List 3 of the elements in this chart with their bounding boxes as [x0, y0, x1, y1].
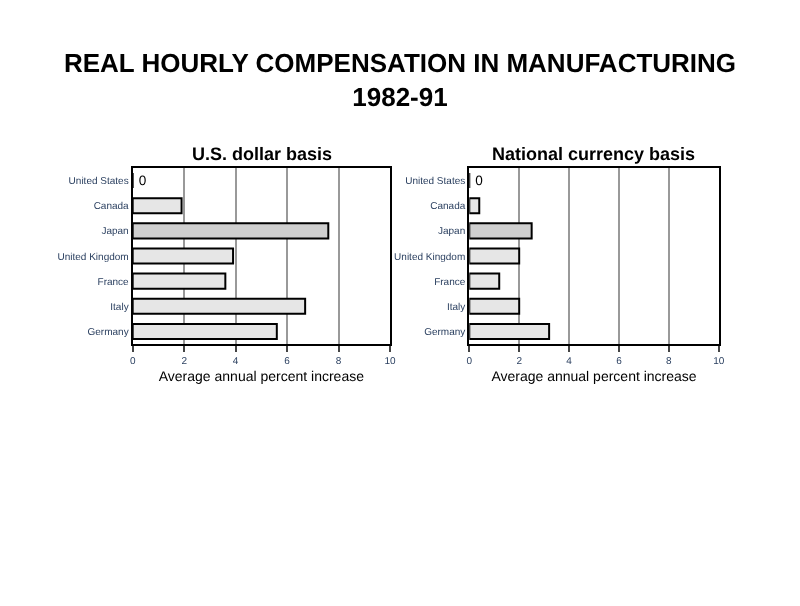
chart-subtitle: National currency basis: [492, 144, 696, 164]
chart-subtitle: U.S. dollar basis: [192, 144, 333, 164]
chart-title: REAL HOURLY COMPENSATION IN MANUFACTURING 1982-91: [63, 48, 737, 112]
